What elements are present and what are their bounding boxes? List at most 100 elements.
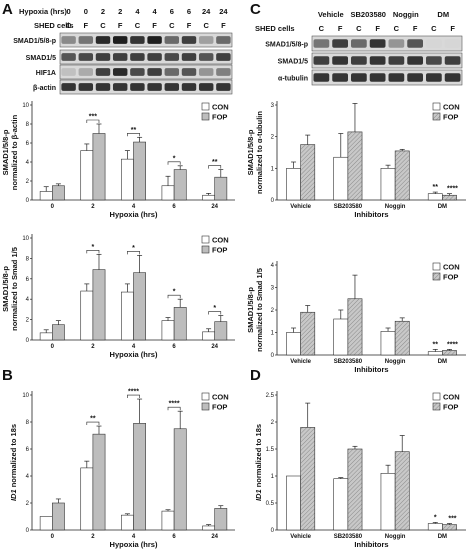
y-tick-label: 8 [26, 122, 30, 128]
significance-bracket [86, 421, 100, 426]
blot-row-label: SMAD1/5/8-p [13, 38, 56, 45]
x-tick-label: SB203580 [334, 204, 363, 210]
x-tick-label: Vehicle [290, 359, 311, 365]
blot-band [130, 36, 145, 44]
bar-con [161, 185, 175, 201]
panel-label-c: C [250, 1, 261, 18]
significance-bracket [167, 294, 181, 299]
blot-band [407, 56, 423, 65]
bar-con [202, 194, 216, 201]
blot-left-header-label: Hypoxia (hrs) [19, 7, 67, 16]
blot-band [147, 53, 162, 61]
legend-label-con: CON [212, 236, 229, 245]
blot-band [216, 68, 231, 76]
significance-bracket [167, 161, 181, 165]
x-tick-label: 24 [211, 344, 218, 350]
y-tick-label: 1 [271, 331, 275, 337]
significance-bracket [86, 250, 100, 254]
blot-header-value: Noggin [393, 10, 419, 19]
blot-band [332, 39, 348, 48]
blot-row-label: SMAD1/5/8-p [265, 42, 308, 49]
significance-bracket [208, 311, 222, 315]
bar-con [333, 318, 349, 356]
legend-swatch-fop [201, 402, 210, 411]
blot-band [313, 39, 330, 48]
bar-con [202, 331, 216, 341]
y-axis-label: ID1 normalized to 18s [254, 424, 263, 501]
blot-band [198, 53, 214, 61]
bar-fop [442, 524, 457, 531]
bar-con [286, 168, 301, 201]
y-tick-label: 0.5 [266, 501, 275, 507]
x-tick-label: DM [438, 204, 447, 210]
significance-label: ** [433, 184, 439, 191]
y-tick-label: 1 [271, 166, 275, 172]
significance-label: **** [128, 389, 139, 396]
blot-band [198, 83, 214, 91]
blot-membrane [311, 69, 463, 86]
x-tick-label: 24 [211, 204, 218, 210]
significance-bracket [127, 133, 140, 137]
bar-fop [173, 307, 187, 341]
x-tick-label: SB203580 [334, 359, 363, 365]
blot-band [369, 73, 386, 82]
bar-fop [394, 320, 410, 356]
blot-band [332, 73, 348, 82]
legend-label-fop: FOP [212, 403, 227, 412]
x-tick-label: 4 [132, 204, 136, 210]
blot-band [164, 53, 180, 61]
chart-d-id1-inhibitors: 0 0.5 1 1.5 2 2.5 ID1 normalized to 18s Inhibit… [254, 391, 466, 549]
bar-con [80, 150, 94, 201]
legend-label-con: CON [212, 393, 229, 402]
x-tick-label: SB203580 [334, 534, 363, 540]
blot-header-value: 4 [135, 7, 140, 16]
x-axis-label: Inhibitors [354, 210, 388, 219]
y-tick-label: 2 [26, 179, 30, 185]
significance-label: *** [448, 516, 456, 523]
blot-band [95, 36, 111, 44]
blot-cell-value: C [135, 21, 141, 30]
blot-header-value: 4 [153, 7, 158, 16]
y-tick-label: 2 [26, 501, 30, 507]
blot-cell-value: F [338, 24, 343, 33]
blot-band [61, 36, 76, 44]
blot-cell-value: F [450, 24, 455, 33]
legend-swatch-con [201, 102, 210, 111]
blot-row-label: SMAD1/5 [278, 59, 308, 66]
bar-fop [133, 423, 146, 531]
y-tick-label: 6 [26, 447, 30, 453]
significance-label: **** [447, 186, 458, 193]
blot-cell-value: C [394, 24, 400, 33]
y-tick-label: 2.5 [266, 393, 275, 399]
blot-band [388, 56, 405, 65]
bar-fop [300, 311, 316, 356]
x-tick-label: Noggin [385, 359, 406, 365]
significance-label: **** [169, 401, 180, 408]
bar-fop [92, 269, 106, 341]
blot-band [95, 53, 111, 61]
bar-fop [214, 321, 228, 341]
bar-con [39, 191, 53, 201]
legend-label-con: CON [443, 103, 460, 112]
blot-band [78, 68, 94, 76]
legend-swatch-fop [432, 402, 441, 411]
bar-fop [347, 448, 363, 531]
blot-row-label: α-tubulin [278, 76, 308, 83]
blot-band [444, 56, 461, 65]
y-tick-label: 6 [26, 277, 30, 283]
blot-membrane [311, 52, 463, 69]
bar-con [121, 514, 134, 531]
blot-cell-value: F [118, 21, 123, 30]
blot-header-value: 6 [170, 7, 174, 16]
blot-band [164, 36, 180, 44]
panel-label-a: A [2, 1, 13, 18]
bar-con [380, 168, 396, 201]
y-tick-label: 10 [22, 236, 29, 242]
legend-label-fop: FOP [212, 246, 227, 255]
blot-band [164, 68, 180, 76]
blot-band [407, 39, 423, 48]
significance-label: ** [90, 416, 96, 423]
x-tick-label: DM [438, 359, 447, 365]
bar-fop [92, 133, 106, 201]
